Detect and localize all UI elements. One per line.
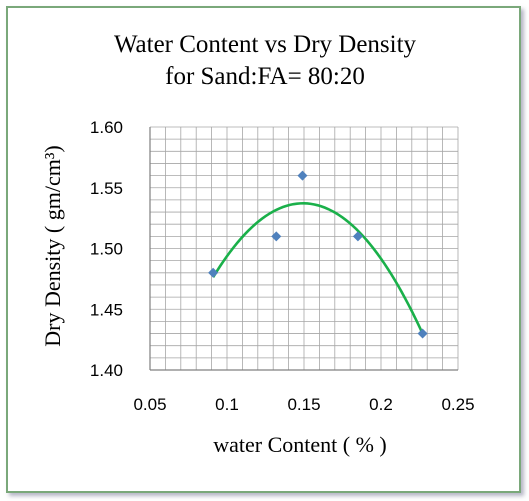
data-point — [352, 231, 363, 242]
data-point — [271, 231, 282, 242]
chart-title-line-1: Water Content vs Dry Density — [114, 31, 417, 58]
x-tick-label: 0.05 — [133, 395, 166, 414]
chart-title-line-2: for Sand:FA= 80:20 — [165, 63, 365, 90]
trendline — [212, 202, 424, 335]
y-tick-label: 1.60 — [90, 118, 123, 137]
data-point — [417, 328, 428, 339]
y-tick-label: 1.55 — [90, 179, 123, 198]
data-point — [208, 267, 219, 278]
axes — [149, 127, 458, 371]
y-tick-labels: 1.40 1.45 1.50 1.55 1.60 — [90, 118, 123, 380]
x-axis-label: water Content ( % ) — [213, 432, 387, 457]
y-tick-label: 1.50 — [90, 240, 123, 259]
y-axis-label: Dry Density ( gm/cm³) — [40, 145, 65, 347]
chart-frame — [6, 6, 521, 493]
trendline-group — [212, 202, 424, 335]
y-tick-label: 1.45 — [90, 300, 123, 319]
data-point — [297, 170, 308, 181]
data-points — [208, 170, 428, 339]
x-tick-labels: 0.05 0.1 0.15 0.2 0.25 — [133, 395, 474, 414]
y-tick-label: 1.40 — [90, 361, 123, 380]
x-tick-label: 0.25 — [441, 395, 474, 414]
x-tick-label: 0.2 — [369, 395, 393, 414]
x-tick-label: 0.15 — [287, 395, 320, 414]
grid-lines — [149, 126, 459, 371]
x-tick-label: 0.1 — [215, 395, 239, 414]
